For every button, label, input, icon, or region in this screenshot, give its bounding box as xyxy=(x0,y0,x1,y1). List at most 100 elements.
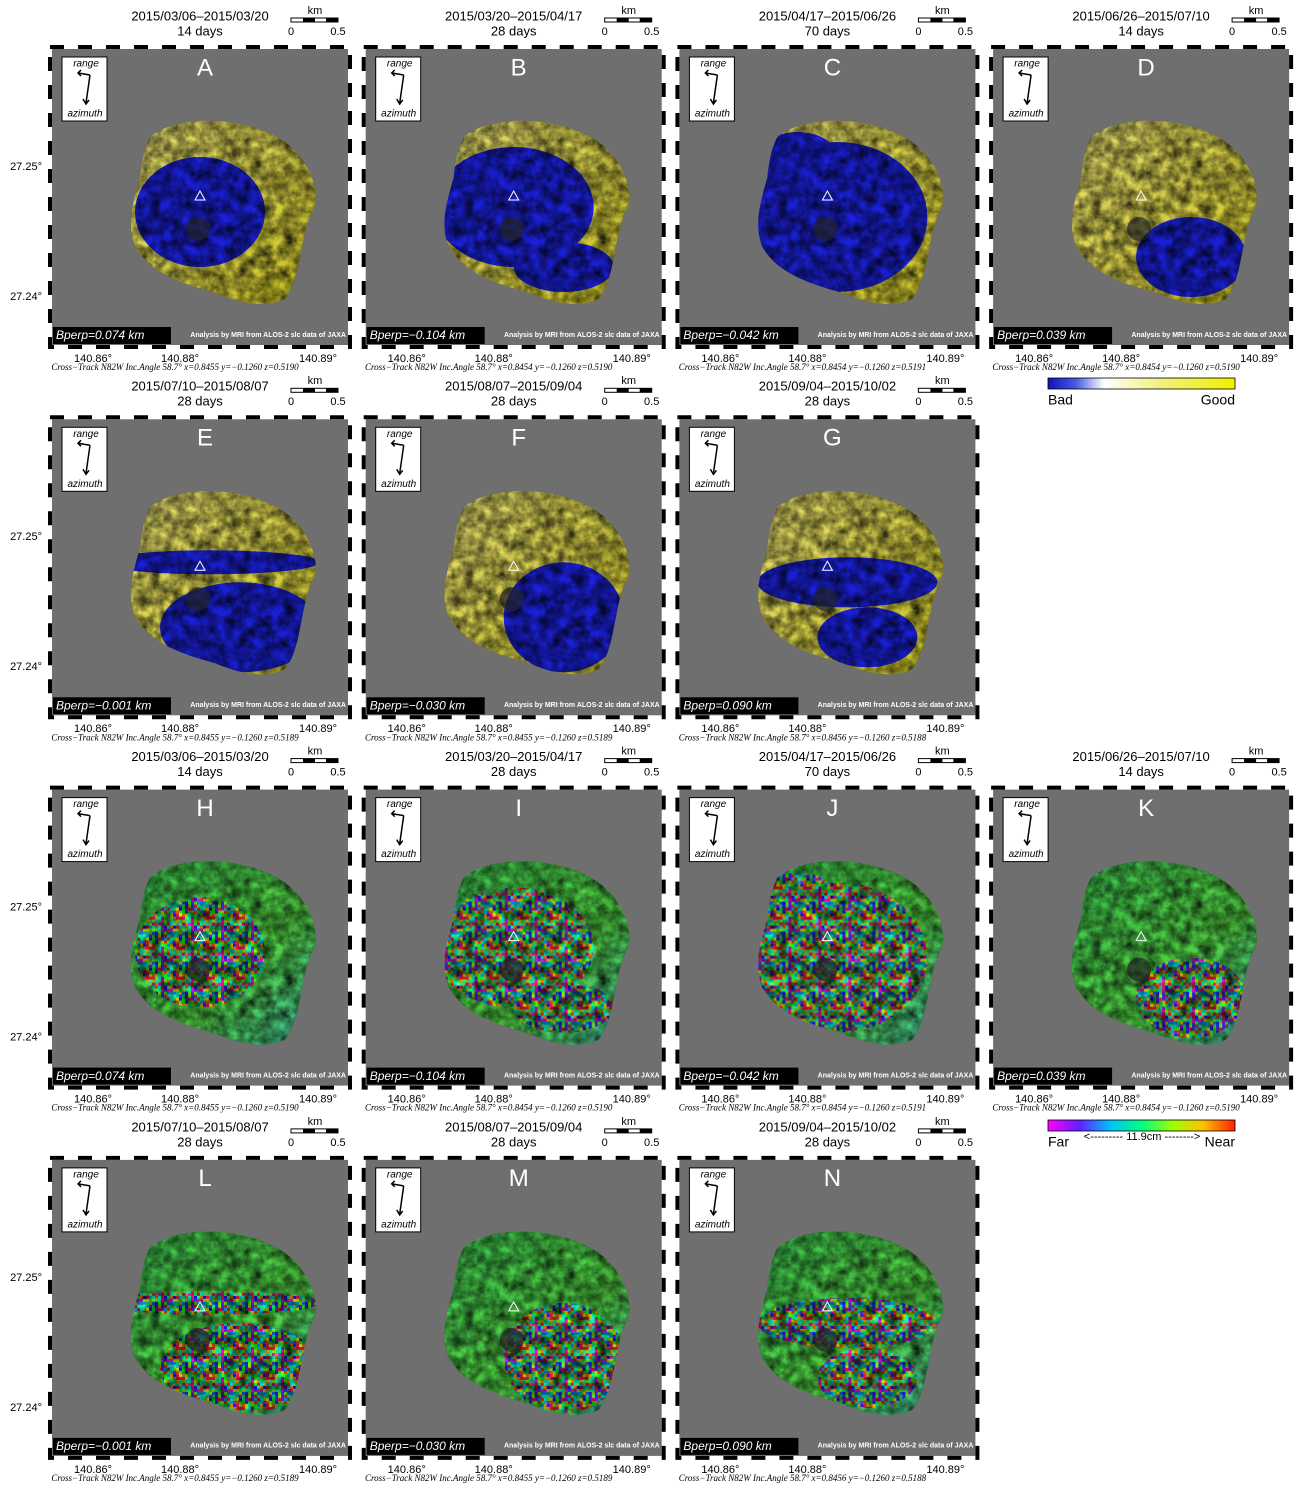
crater xyxy=(499,1327,524,1352)
panel-label: G xyxy=(823,425,842,452)
bperp: Bperp=−0.001 km xyxy=(56,698,151,712)
lon-tick: 140.88° xyxy=(475,723,513,735)
period: 2015/03/06–2015/03/20 xyxy=(131,8,268,23)
azimuth-label: azimuth xyxy=(381,479,416,490)
credit: Analysis by MRI from ALOS-2 slc data of … xyxy=(190,1443,346,1450)
bperp-box xyxy=(366,1437,485,1455)
crater xyxy=(813,587,838,612)
summit-marker xyxy=(194,1300,206,1312)
scale-end: 0.5 xyxy=(644,26,659,38)
colorbar: Far Near <--------- 11.9cm --------> xyxy=(1047,1119,1236,1150)
bperp-box xyxy=(53,327,171,344)
panel-label: J xyxy=(826,795,838,822)
bperp: Bperp=0.090 km xyxy=(683,698,771,712)
scale-bar-fill xyxy=(303,1128,315,1133)
direction-arrows xyxy=(704,69,719,106)
scale-unit: km xyxy=(1249,746,1264,758)
scale-end: 0.5 xyxy=(644,1137,659,1149)
scale-bar-fill xyxy=(616,18,629,22)
direction-arrows xyxy=(390,810,405,846)
frame-dash xyxy=(48,415,352,720)
days: 28 days xyxy=(805,1134,851,1149)
scale-end: 0.5 xyxy=(958,1137,973,1149)
direction-box xyxy=(688,1167,735,1233)
credit: Analysis by MRI from ALOS-2 slc data of … xyxy=(504,1443,660,1450)
bperp-box xyxy=(680,1067,799,1085)
geometry: Cross−Track N82W Inc.Angle 58.7° x=0.845… xyxy=(51,732,299,742)
lon-tick: 140.88° xyxy=(788,353,826,365)
lon-tick: 140.89° xyxy=(613,723,651,735)
lon-tick: 140.89° xyxy=(299,723,337,735)
period: 2015/08/07–2015/09/04 xyxy=(445,1119,582,1134)
direction-arrows xyxy=(704,439,719,476)
period: 2015/03/20–2015/04/17 xyxy=(445,8,582,23)
scale-bar-fill xyxy=(953,388,966,393)
summit-marker xyxy=(1135,930,1147,942)
lon-tick: 140.86° xyxy=(701,723,739,735)
bperp: Bperp=0.039 km xyxy=(997,1069,1085,1083)
direction-box xyxy=(61,1167,108,1233)
bperp-box xyxy=(366,327,485,344)
crater xyxy=(813,217,838,241)
scale-zero: 0 xyxy=(915,1137,921,1149)
scale-end: 0.5 xyxy=(644,396,659,408)
direction-arrows xyxy=(390,69,405,106)
crater xyxy=(813,957,838,982)
lat-tick: 27.25° xyxy=(10,1272,42,1284)
scale-end: 0.5 xyxy=(958,26,973,38)
credit: Analysis by MRI from ALOS-2 slc data of … xyxy=(504,332,660,339)
scale-end: 0.5 xyxy=(958,767,973,779)
scale-zero: 0 xyxy=(1229,767,1235,779)
direction-box xyxy=(61,426,108,492)
geometry: Cross−Track N82W Inc.Angle 58.7° x=0.845… xyxy=(365,362,613,372)
panel-label: C xyxy=(824,54,841,81)
scale-end: 0.5 xyxy=(330,396,345,408)
scale-zero: 0 xyxy=(602,26,608,38)
frame-dash xyxy=(361,1155,666,1460)
scale-zero: 0 xyxy=(915,767,921,779)
island xyxy=(444,120,630,305)
days: 28 days xyxy=(491,1134,537,1149)
direction-arrows xyxy=(704,1180,719,1217)
scale-unit: km xyxy=(308,1116,323,1128)
direction-box xyxy=(1002,797,1049,863)
lon-tick: 140.88° xyxy=(788,723,826,735)
scale-zero: 0 xyxy=(288,767,294,779)
bperp-box xyxy=(366,1067,485,1085)
island xyxy=(758,1231,944,1416)
direction-box xyxy=(61,797,108,863)
frame-dash xyxy=(989,45,1294,349)
direction-arrows xyxy=(1018,810,1032,846)
colorbar-ramp xyxy=(1047,377,1236,390)
geometry: Cross−Track N82W Inc.Angle 58.7° x=0.845… xyxy=(679,1103,926,1113)
bperp-box xyxy=(680,327,799,344)
range-label: range xyxy=(73,429,99,440)
panel-label: M xyxy=(509,1165,529,1192)
lon-tick: 140.86° xyxy=(1015,353,1053,365)
days: 28 days xyxy=(491,394,537,409)
scale-bar-fill xyxy=(953,1128,966,1133)
bperp: Bperp=−0.030 km xyxy=(370,698,465,712)
scale-bar-fill xyxy=(326,388,338,393)
period: 2015/06/26–2015/07/10 xyxy=(1072,749,1209,764)
panel-label: H xyxy=(196,795,213,822)
direction-box xyxy=(375,797,422,863)
geometry: Cross−Track N82W Inc.Angle 58.7° x=0.845… xyxy=(51,1473,299,1483)
frame-dash xyxy=(675,45,980,349)
scale-bar-fill xyxy=(953,18,966,22)
scale-bar-fill xyxy=(616,1128,629,1133)
azimuth-label: azimuth xyxy=(381,109,416,120)
credit: Analysis by MRI from ALOS-2 slc data of … xyxy=(818,1443,974,1450)
credit: Analysis by MRI from ALOS-2 slc data of … xyxy=(1131,1072,1287,1079)
period: 2015/04/17–2015/06/26 xyxy=(759,8,896,23)
direction-arrows xyxy=(390,1180,405,1217)
credit: Analysis by MRI from ALOS-2 slc data of … xyxy=(504,702,660,709)
azimuth-label: azimuth xyxy=(695,109,730,120)
bperp-box xyxy=(680,1437,799,1455)
